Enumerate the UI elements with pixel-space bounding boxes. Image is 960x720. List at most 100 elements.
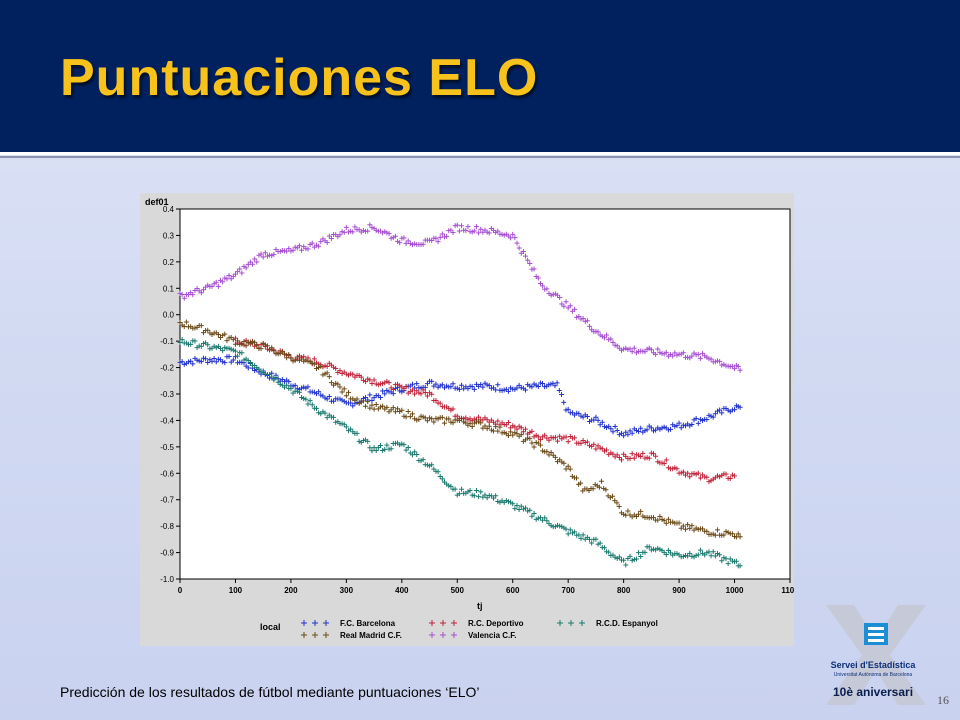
- data-point: [181, 295, 187, 301]
- data-point: [303, 396, 309, 402]
- data-point: [685, 470, 691, 476]
- data-point: [621, 433, 627, 439]
- data-point: [706, 549, 712, 555]
- data-point: [309, 402, 315, 408]
- legend-marker: [429, 620, 435, 626]
- data-point: [405, 238, 411, 244]
- data-point: [561, 303, 567, 309]
- data-point: [537, 437, 543, 443]
- data-point: [636, 428, 642, 434]
- data-point: [510, 501, 516, 507]
- data-point: [299, 247, 305, 253]
- data-point: [629, 430, 635, 436]
- data-point: [296, 389, 302, 395]
- data-point: [452, 486, 458, 492]
- data-point: [554, 380, 560, 386]
- data-point: [644, 427, 650, 433]
- x-tick-label: 1100: [781, 586, 794, 595]
- data-point: [648, 425, 654, 431]
- data-point: [689, 523, 695, 529]
- data-point: [192, 338, 198, 344]
- data-point: [557, 433, 563, 439]
- data-point: [593, 536, 599, 542]
- data-point: [469, 384, 475, 390]
- data-point: [680, 350, 686, 356]
- data-point: [367, 405, 373, 411]
- data-point: [429, 416, 435, 422]
- data-point: [646, 455, 652, 461]
- data-point: [616, 504, 622, 510]
- data-point: [386, 380, 392, 386]
- data-point: [576, 532, 582, 538]
- data-point: [619, 457, 625, 463]
- data-point: [732, 473, 738, 479]
- data-point: [523, 387, 529, 393]
- data-point: [495, 382, 501, 388]
- data-point: [211, 356, 217, 362]
- data-point: [512, 506, 518, 512]
- data-point: [721, 532, 727, 538]
- data-point: [514, 503, 520, 509]
- data-point: [661, 460, 667, 466]
- data-point: [450, 230, 456, 236]
- legend-marker: [568, 620, 574, 626]
- elo-chart: 0.4 0.3 0.2 0.1 0.0 -0.1 -0.2 -0.3 -0.4 -0.5 -0.6 -…: [145, 197, 794, 640]
- data-point: [316, 243, 322, 249]
- data-point: [608, 426, 614, 432]
- data-point: [224, 338, 230, 344]
- data-point: [478, 226, 484, 232]
- data-point: [311, 361, 317, 367]
- data-point: [258, 346, 264, 352]
- data-point: [409, 387, 415, 393]
- data-point: [386, 231, 392, 237]
- data-point: [563, 526, 569, 532]
- data-point: [239, 270, 245, 276]
- data-point: [341, 386, 347, 392]
- data-point: [531, 510, 537, 516]
- data-point: [629, 349, 635, 355]
- data-point: [712, 532, 718, 538]
- data-point: [230, 337, 236, 343]
- y-tick-label: -0.2: [160, 364, 174, 373]
- data-point: [269, 345, 275, 351]
- series-real-madrid-c-f: [177, 319, 743, 540]
- data-point: [612, 424, 618, 430]
- data-point: [638, 508, 644, 514]
- data-point: [252, 256, 258, 262]
- data-point: [382, 391, 388, 397]
- data-point: [572, 435, 578, 441]
- data-point: [273, 375, 279, 381]
- data-point: [226, 354, 232, 360]
- data-point: [371, 406, 377, 412]
- data-point: [198, 343, 204, 349]
- data-point: [646, 544, 652, 550]
- data-point: [343, 393, 349, 399]
- data-point: [222, 360, 228, 366]
- data-point: [737, 404, 743, 410]
- data-point: [365, 228, 371, 234]
- data-point: [305, 384, 311, 390]
- data-point: [505, 433, 511, 439]
- data-point: [456, 491, 462, 497]
- legend-marker: [579, 620, 585, 626]
- data-point: [403, 447, 409, 453]
- data-point: [407, 414, 413, 420]
- data-point: [405, 408, 411, 414]
- legend-marker: [557, 620, 563, 626]
- data-point: [737, 563, 743, 569]
- data-point: [401, 235, 407, 241]
- data-point: [286, 352, 292, 358]
- data-point: [224, 276, 230, 282]
- data-point: [305, 246, 311, 252]
- data-point: [348, 426, 354, 432]
- data-point: [422, 415, 428, 421]
- data-point: [326, 393, 332, 399]
- data-point: [687, 474, 693, 480]
- data-point: [345, 389, 351, 395]
- data-point: [439, 476, 445, 482]
- data-point: [288, 386, 294, 392]
- data-point: [399, 407, 405, 413]
- data-point: [350, 229, 356, 235]
- x-tick-label: 1000: [726, 586, 744, 595]
- data-point: [729, 531, 735, 537]
